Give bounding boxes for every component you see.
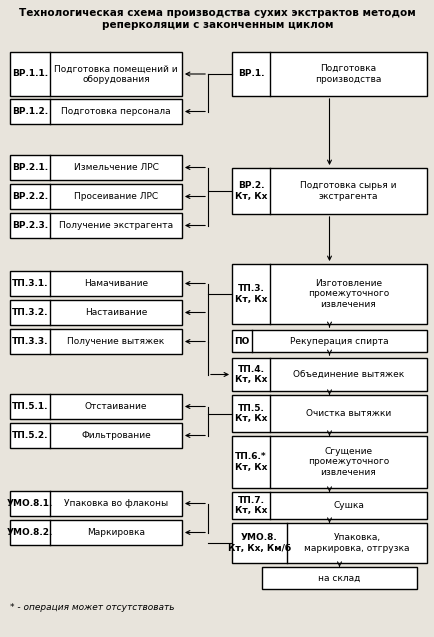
Text: ТП.5.
Кт, Кх: ТП.5. Кт, Кх (234, 404, 266, 423)
Text: ВР.2.
Кт, Кх: ВР.2. Кт, Кх (234, 182, 266, 201)
Text: ВР.1.2.: ВР.1.2. (12, 107, 48, 116)
Text: Измельчение ЛРС: Измельчение ЛРС (73, 163, 158, 172)
Bar (231, 523, 426, 563)
Bar (231, 264, 426, 324)
Text: ТП.3.3.: ТП.3.3. (12, 337, 48, 346)
Text: ПО: ПО (234, 336, 249, 345)
Bar (10, 491, 181, 516)
Text: Упаковка во флаконы: Упаковка во флаконы (64, 499, 168, 508)
Text: ВР.2.1.: ВР.2.1. (12, 163, 48, 172)
Text: Упаковка,
маркировка, отгрузка: Упаковка, маркировка, отгрузка (303, 533, 409, 553)
Text: Подготовка сырья и
экстрагента: Подготовка сырья и экстрагента (299, 182, 396, 201)
Text: ТП.3.1.: ТП.3.1. (12, 279, 48, 288)
Text: Подготовка помещений и
оборудования: Подготовка помещений и оборудования (54, 64, 178, 83)
Bar (10, 155, 181, 180)
Text: Маркировка: Маркировка (87, 528, 145, 537)
Text: ВР.1.: ВР.1. (237, 69, 263, 78)
Bar (10, 423, 181, 448)
Bar (231, 492, 426, 519)
Text: Отстаивание: Отстаивание (85, 402, 147, 411)
Bar (10, 99, 181, 124)
Bar (231, 168, 426, 214)
Text: Получение вытяжек: Получение вытяжек (67, 337, 164, 346)
Bar (10, 394, 181, 419)
Bar (231, 358, 426, 391)
Text: ВР.2.3.: ВР.2.3. (12, 221, 48, 230)
Bar (231, 330, 426, 352)
Bar (10, 520, 181, 545)
Text: ТП.3.2.: ТП.3.2. (12, 308, 48, 317)
Text: УМО.8.
Кт, Кх, Км/б: УМО.8. Кт, Кх, Км/б (227, 533, 290, 553)
Bar (10, 213, 181, 238)
Text: ТП.5.2.: ТП.5.2. (12, 431, 48, 440)
Text: Сгущение
промежуточного
извлечения: Сгущение промежуточного извлечения (307, 447, 388, 477)
Text: Намачивание: Намачивание (84, 279, 148, 288)
Text: Объединение вытяжек: Объединение вытяжек (292, 370, 403, 379)
Text: Настаивание: Настаивание (85, 308, 147, 317)
Text: УМО.8.1.: УМО.8.1. (7, 499, 53, 508)
Text: Очистка вытяжки: Очистка вытяжки (305, 409, 390, 418)
Text: ТП.4.
Кт, Кх: ТП.4. Кт, Кх (234, 365, 266, 384)
Text: ВР.1.1.: ВР.1.1. (12, 69, 48, 78)
Bar (10, 271, 181, 296)
Text: ТП.6.*
Кт, Кх: ТП.6.* Кт, Кх (234, 452, 266, 472)
Text: ТП.3.
Кт, Кх: ТП.3. Кт, Кх (234, 284, 266, 304)
Text: Изготовление
промежуточного
извлечения: Изготовление промежуточного извлечения (307, 279, 388, 309)
Text: на склад: на склад (318, 573, 360, 582)
Bar (10, 52, 181, 96)
Text: УМО.8.2.: УМО.8.2. (7, 528, 53, 537)
Bar (231, 395, 426, 432)
Bar (10, 329, 181, 354)
Text: Фильтрование: Фильтрование (81, 431, 151, 440)
Text: Просеивание ЛРС: Просеивание ЛРС (74, 192, 158, 201)
Text: Технологическая схема производства сухих экстрактов методом
реперколяции с закон: Технологическая схема производства сухих… (19, 8, 415, 29)
Text: Сушка: Сушка (332, 501, 363, 510)
Bar (261, 567, 416, 589)
Bar (231, 436, 426, 488)
Text: ВР.2.2.: ВР.2.2. (12, 192, 48, 201)
Text: Подготовка
производства: Подготовка производства (315, 64, 381, 83)
Text: Подготовка персонала: Подготовка персонала (61, 107, 171, 116)
Text: * - операция может отсутствовать: * - операция может отсутствовать (10, 603, 174, 612)
Text: Получение экстрагента: Получение экстрагента (59, 221, 173, 230)
Bar (10, 300, 181, 325)
Text: Рекуперация спирта: Рекуперация спирта (289, 336, 388, 345)
Text: ТП.5.1.: ТП.5.1. (12, 402, 48, 411)
Bar (231, 52, 426, 96)
Bar (10, 184, 181, 209)
Text: ТП.7.
Кт, Кх: ТП.7. Кт, Кх (234, 496, 266, 515)
